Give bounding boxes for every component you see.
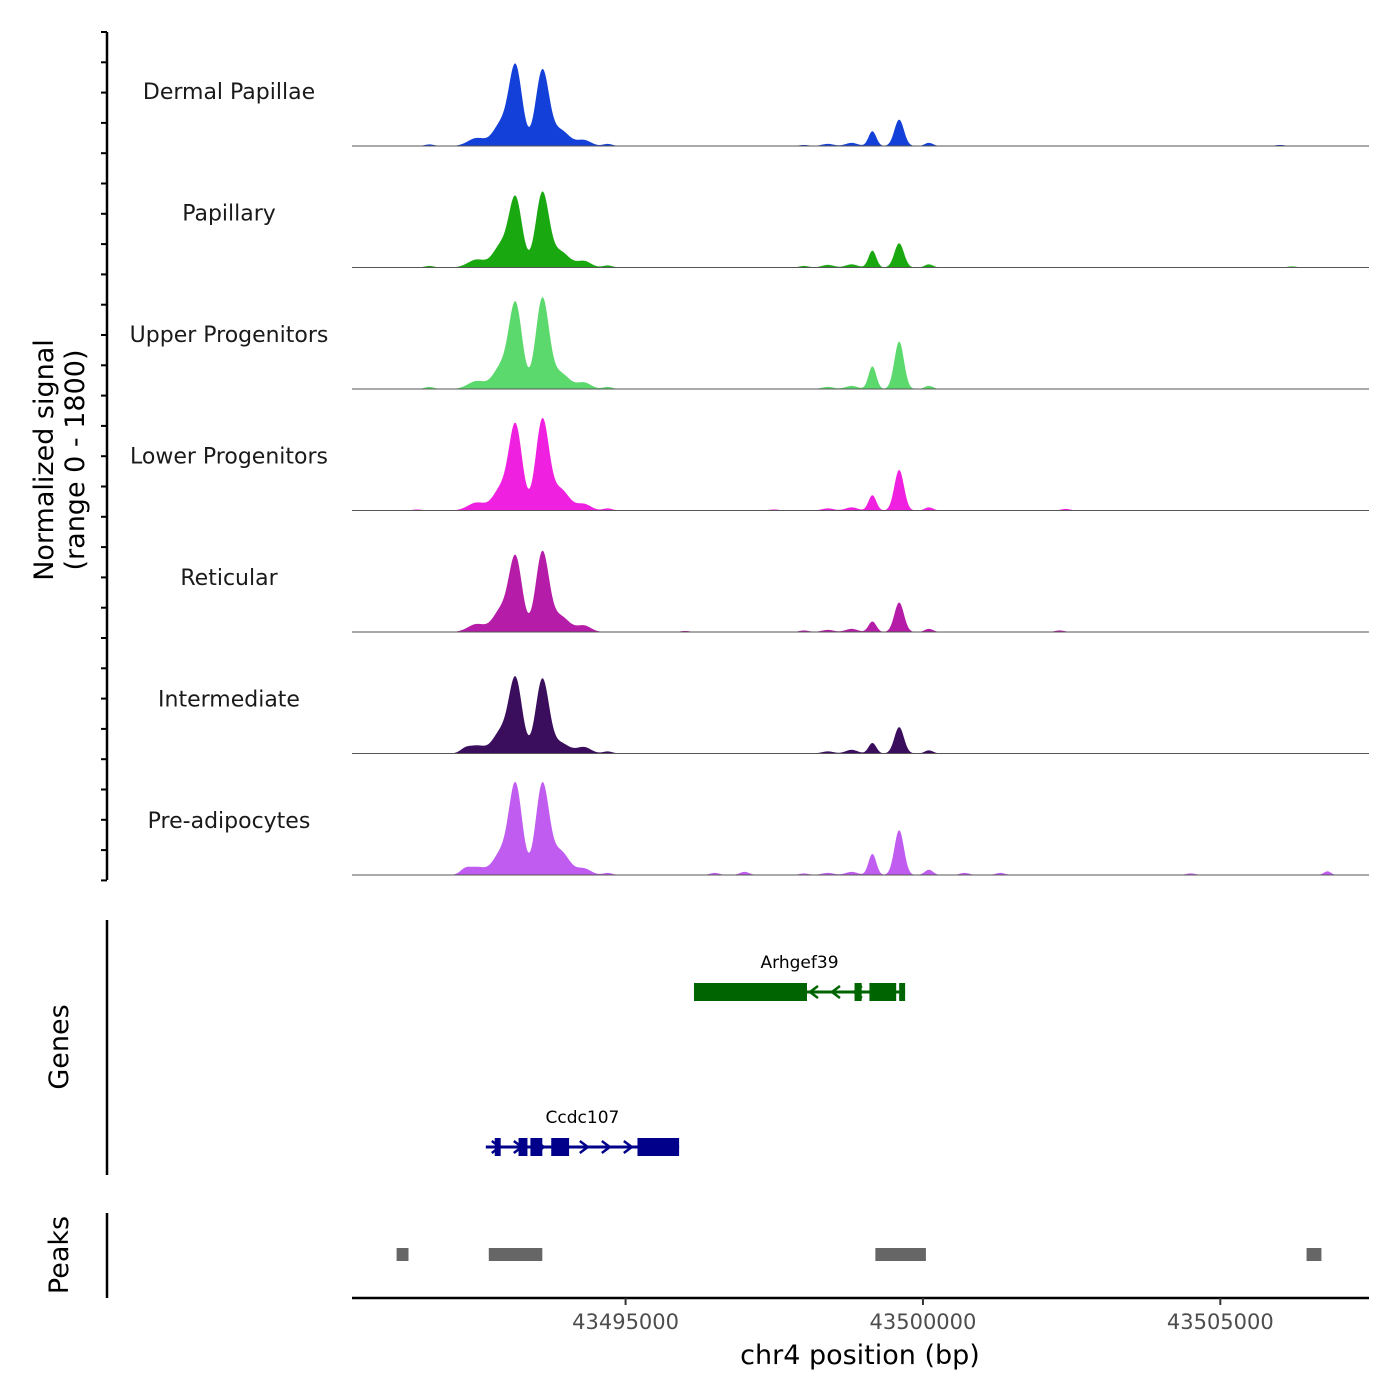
strand-arrow <box>829 985 841 999</box>
gene-exon <box>494 1138 501 1156</box>
track-dermal-papillae: Dermal Papillae <box>143 63 1369 147</box>
signal-tracks: Dermal Papillae Papillary Upper Progenitor… <box>130 63 1369 876</box>
strand-arrow <box>579 1140 590 1154</box>
strand-arrow <box>807 985 819 999</box>
x-tick-label: 43500000 <box>870 1310 977 1334</box>
x-tick-label: 43495000 <box>572 1310 679 1334</box>
peak-region <box>1306 1248 1322 1261</box>
gene-exon <box>518 1138 528 1156</box>
gene-annotations: Arhgef39 Ccdc107 <box>485 953 906 1156</box>
peak-region <box>488 1248 543 1261</box>
track-label: Papillary <box>182 202 276 227</box>
x-axis-title: chr4 position (bp) <box>740 1340 980 1371</box>
track-label: Lower Progenitors <box>130 445 328 470</box>
track-upper-progenitors: Upper Progenitors <box>130 297 1369 390</box>
track-lower-progenitors: Lower Progenitors <box>130 417 1369 511</box>
peak-regions <box>396 1248 1322 1261</box>
track-reticular: Reticular <box>180 550 1369 633</box>
track-label: Upper Progenitors <box>130 323 329 348</box>
signal-y-ticks <box>101 31 107 882</box>
signal-area <box>352 676 1369 754</box>
x-axis-ticks: 43495000 43500000 43505000 <box>572 1298 1274 1334</box>
peak-region <box>396 1248 409 1261</box>
peak-region <box>875 1248 926 1261</box>
gene-exon <box>869 983 897 1001</box>
signal-area <box>352 191 1369 268</box>
track-pre-adipocytes: Pre-adipocytes <box>148 781 1369 876</box>
y-axis-title-line2: (range 0 - 1800) <box>60 350 91 571</box>
gene-exon <box>899 983 906 1001</box>
x-tick-label: 43505000 <box>1167 1310 1274 1334</box>
track-label: Dermal Papillae <box>143 80 315 105</box>
track-papillary: Papillary <box>182 191 1369 268</box>
gene-exon <box>551 1138 570 1156</box>
gene-ccdc107: Ccdc107 <box>485 1108 680 1156</box>
gene-label: Ccdc107 <box>546 1108 620 1128</box>
peaks-panel-title: Peaks <box>44 1216 75 1294</box>
gene-exon <box>637 1138 680 1156</box>
signal-area <box>352 550 1369 632</box>
gene-exon <box>530 1138 543 1156</box>
gene-label: Arhgef39 <box>761 953 839 973</box>
track-label: Reticular <box>180 566 278 591</box>
signal-area <box>352 297 1369 389</box>
signal-area <box>352 63 1369 146</box>
genes-panel-title: Genes <box>44 1004 75 1089</box>
strand-arrow <box>623 1140 634 1154</box>
signal-area <box>352 781 1369 875</box>
gene-exon <box>693 983 807 1001</box>
gene-arhgef39: Arhgef39 <box>693 953 906 1001</box>
signal-area <box>352 417 1369 511</box>
y-axis-title-line1: Normalized signal <box>29 339 60 581</box>
track-label: Pre-adipocytes <box>148 809 311 834</box>
track-intermediate: Intermediate <box>158 676 1369 754</box>
strand-arrow <box>601 1140 612 1154</box>
track-label: Intermediate <box>158 688 300 713</box>
gene-exon <box>854 983 862 1001</box>
